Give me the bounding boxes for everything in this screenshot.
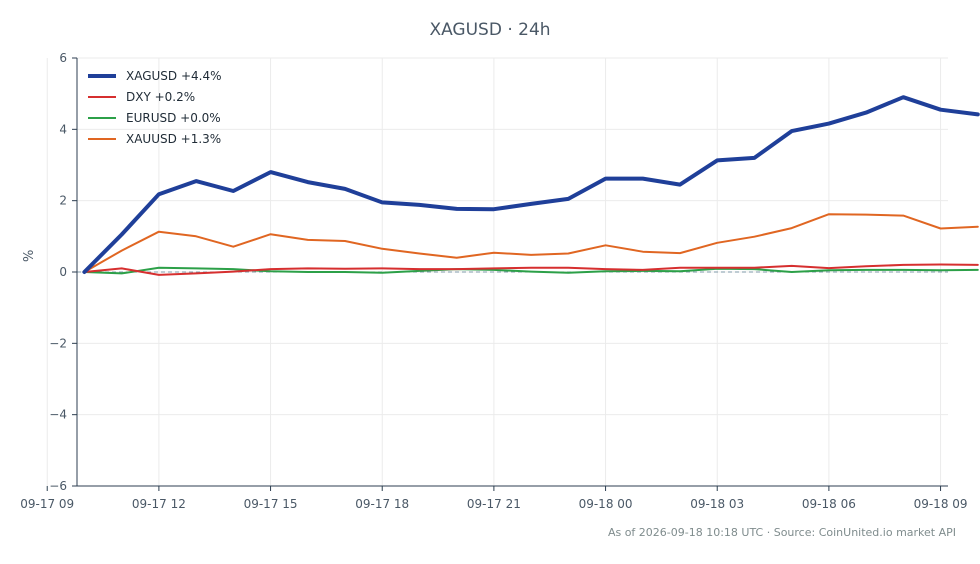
chart-title: XAGUSD · 24h <box>429 20 551 40</box>
legend-label: XAUUSD +1.3% <box>126 132 221 146</box>
series-line-eurusd <box>83 266 979 275</box>
y-tick-label: 6 <box>59 51 67 65</box>
footer-source-note: As of 2026-09-18 10:18 UTC · Source: Coi… <box>607 526 956 539</box>
x-tick-label: 09-17 15 <box>244 497 298 511</box>
legend-label: XAGUSD +4.4% <box>126 69 222 83</box>
y-tick-label: 2 <box>59 194 67 208</box>
series-line-xagusd <box>82 95 980 274</box>
x-tick-label: 09-17 21 <box>467 497 521 511</box>
x-tick-label: 09-17 09 <box>20 497 74 511</box>
y-tick-label: −2 <box>49 336 67 350</box>
legend-label: EURUSD +0.0% <box>126 111 221 125</box>
y-tick-label: 0 <box>59 265 67 279</box>
legend-label: DXY +0.2% <box>126 90 195 104</box>
y-tick-label: −6 <box>49 479 67 493</box>
x-tick-label: 09-18 03 <box>690 497 744 511</box>
x-tick-label: 09-18 09 <box>914 497 968 511</box>
y-tick-label: 4 <box>59 122 67 136</box>
x-tick-label: 09-18 06 <box>802 497 856 511</box>
y-tick-label: −4 <box>49 408 67 422</box>
series-line-xauusd <box>83 213 979 273</box>
x-tick-label: 09-18 00 <box>579 497 633 511</box>
x-tick-label: 09-17 18 <box>355 497 409 511</box>
series-line-dxy <box>83 263 979 276</box>
x-tick-label: 09-17 12 <box>132 497 186 511</box>
